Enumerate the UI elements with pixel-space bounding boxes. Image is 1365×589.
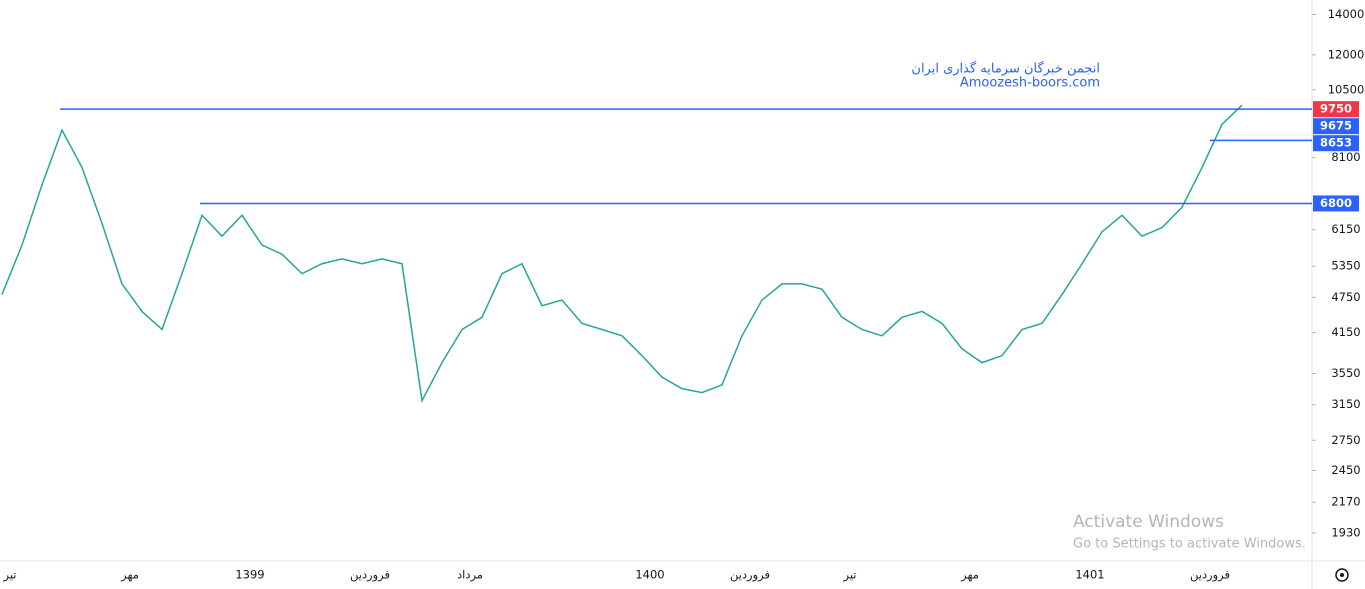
level-label: 6800 (1320, 196, 1352, 210)
x-tick-label: 1401 (1075, 568, 1104, 582)
y-tick-label: 4750 (1331, 290, 1360, 304)
y-tick-label: 3150 (1331, 397, 1360, 411)
x-tick-label: مهر (960, 568, 979, 583)
x-tick-label: فروردین (1190, 568, 1230, 583)
level-badge (1313, 195, 1359, 212)
y-tick-label: 2750 (1331, 433, 1360, 447)
x-tick-label: مرداد (457, 568, 483, 583)
x-tick-label: مهر (120, 568, 139, 583)
y-tick-label: 1930 (1331, 525, 1360, 539)
y-tick-label: 8100 (1331, 150, 1360, 164)
watermark-fa: انجمن خبرگان سرمایه گذاری ایران (911, 61, 1100, 77)
x-tick-label: تیر (842, 568, 856, 583)
y-tick-label: 10500 (1328, 82, 1365, 96)
x-tick-label: 1400 (635, 568, 664, 582)
y-tick-label: 2450 (1331, 463, 1360, 477)
activation-title: Activate Windows (1073, 512, 1224, 532)
level-label: 9675 (1320, 119, 1352, 133)
level-label: 8653 (1320, 136, 1352, 150)
x-tick-label: فروردین (730, 568, 770, 583)
y-tick-label: 2170 (1331, 495, 1360, 509)
y-tick-label: 6150 (1331, 222, 1360, 236)
settings-icon[interactable] (1335, 568, 1349, 582)
x-tick-label: فروردین (350, 568, 390, 583)
x-tick-label: تیر (2, 568, 16, 583)
y-tick-label: 3550 (1331, 366, 1360, 380)
level-badge (1313, 101, 1359, 118)
y-tick-label: 4150 (1331, 325, 1360, 339)
y-tick-label: 14000 (1328, 7, 1365, 21)
x-tick-label: 1399 (235, 568, 264, 582)
activation-text: Go to Settings to activate Windows. (1073, 537, 1306, 552)
level-badge (1313, 118, 1359, 135)
price-line (1, 104, 1243, 404)
level-label: 9750 (1320, 102, 1352, 116)
y-tick-label: 5350 (1331, 259, 1360, 273)
watermark-en: Amoozesh-boors.com (960, 76, 1100, 91)
y-tick-label: 12000 (1328, 47, 1365, 61)
level-badge (1313, 135, 1359, 152)
